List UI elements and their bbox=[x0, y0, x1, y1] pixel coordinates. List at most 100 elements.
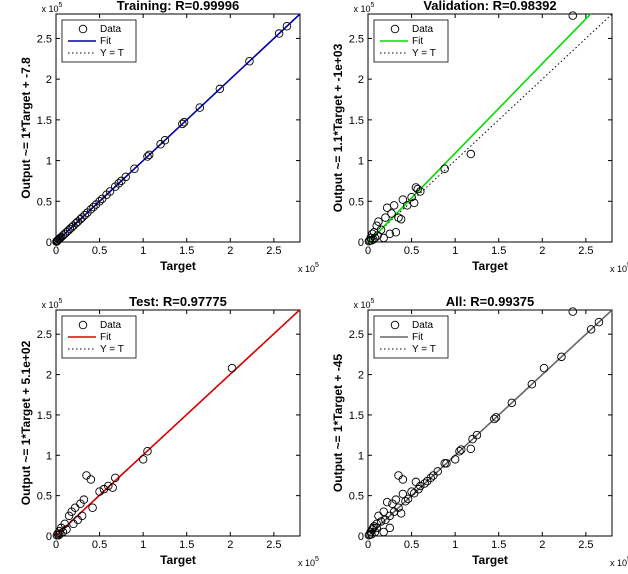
y-tick-label: 0 bbox=[358, 531, 364, 543]
y-exponent-label: x 105 bbox=[354, 2, 375, 14]
y-exponent-label: x 105 bbox=[42, 298, 63, 310]
y-tick-label: 0.5 bbox=[349, 196, 364, 208]
x-tick-label: 2 bbox=[227, 245, 233, 257]
data-point bbox=[143, 447, 152, 456]
legend-box bbox=[61, 19, 137, 63]
data-point bbox=[379, 507, 388, 517]
data-point bbox=[95, 197, 104, 206]
y-exponent-base: x 10 bbox=[354, 4, 371, 14]
data-point bbox=[466, 149, 476, 159]
panel-4: All: R=0.99375 0 0.5 1 1.5 2 2.5 0 0.5 1 1.5 2 2.5 x … bbox=[331, 294, 628, 568]
x-tick-label: 1.5 bbox=[491, 245, 506, 257]
y-tick-label: 2 bbox=[46, 74, 52, 86]
x-tick-label: 1 bbox=[452, 539, 458, 551]
data-point bbox=[527, 380, 537, 389]
data-point bbox=[433, 467, 442, 476]
x-exponent-label: x 105 bbox=[298, 262, 319, 274]
x-tick-label: 1.5 bbox=[179, 245, 194, 257]
y-exponent-base: x 10 bbox=[354, 300, 371, 310]
data-point bbox=[472, 430, 482, 440]
data-point bbox=[387, 209, 396, 218]
y-tick-label: 1 bbox=[358, 450, 364, 462]
x-tick-label: 0.5 bbox=[404, 539, 419, 551]
data-point bbox=[398, 195, 408, 204]
x-tick-label: 0.5 bbox=[92, 245, 107, 257]
y-tick-label: 1 bbox=[46, 450, 52, 462]
legend-data-label: Data bbox=[100, 24, 122, 35]
legend-data-marker bbox=[78, 24, 88, 34]
x-tick-label: 2 bbox=[227, 539, 233, 551]
data-point bbox=[121, 172, 130, 182]
y-axis-label: Output ~= 1.1*Target + -1e+03 bbox=[331, 43, 345, 212]
y-tick-label: 1.5 bbox=[349, 115, 364, 127]
data-point bbox=[88, 503, 97, 513]
y-tick-label: 2.5 bbox=[349, 33, 364, 45]
data-point bbox=[594, 317, 604, 327]
data-point bbox=[374, 511, 383, 521]
data-point bbox=[144, 150, 154, 160]
data-point bbox=[389, 201, 399, 210]
data-point bbox=[114, 179, 123, 188]
data-point bbox=[385, 523, 395, 533]
chart-title: Training: R=0.99996 bbox=[117, 0, 239, 13]
data-point bbox=[143, 152, 152, 161]
data-point bbox=[586, 325, 596, 334]
y-axis-label: Output ~= 1*Target + 5.1e+02 bbox=[19, 340, 33, 505]
data-point bbox=[54, 530, 63, 540]
data-point bbox=[370, 527, 380, 537]
panel-3: Test: R=0.97775 0 0.5 1 1.5 2 2.5 0 0.5 1 1.5 2 2.5 x… bbox=[19, 294, 319, 568]
data-point bbox=[442, 459, 451, 468]
data-point bbox=[274, 29, 284, 38]
y-exponent-label: x 105 bbox=[42, 2, 63, 14]
legend-data-label: Data bbox=[412, 320, 434, 331]
y-tick-label: 2 bbox=[358, 74, 364, 86]
data-point bbox=[227, 363, 237, 373]
data-point bbox=[372, 519, 381, 529]
chart-title: All: R=0.99375 bbox=[446, 294, 535, 309]
data-point bbox=[539, 363, 549, 373]
data-point bbox=[86, 475, 96, 484]
x-tick-label: 2.5 bbox=[266, 245, 281, 257]
data-point bbox=[111, 473, 120, 483]
chart-title: Validation: R=0.98392 bbox=[423, 0, 556, 13]
x-exponent-base: x 10 bbox=[610, 558, 627, 568]
data-point bbox=[179, 118, 189, 127]
data-point bbox=[379, 527, 388, 537]
data-point bbox=[507, 398, 517, 408]
y-tick-label: 1.5 bbox=[37, 410, 52, 422]
data-point bbox=[416, 187, 425, 196]
data-point bbox=[401, 497, 410, 506]
data-point bbox=[394, 503, 403, 513]
x-exponent-base: x 10 bbox=[298, 558, 315, 568]
data-point bbox=[215, 84, 225, 94]
data-point bbox=[138, 455, 148, 464]
data-point bbox=[178, 119, 187, 129]
data-point bbox=[403, 494, 413, 504]
y-exponent-base: x 10 bbox=[42, 4, 59, 14]
legend-data-marker bbox=[390, 24, 400, 34]
x-tick-label: 2.5 bbox=[578, 245, 593, 257]
data-point bbox=[391, 227, 401, 237]
y-tick-label: 0.5 bbox=[37, 491, 52, 503]
data-point bbox=[79, 495, 89, 504]
data-point bbox=[557, 352, 566, 362]
data-point bbox=[99, 484, 109, 494]
x-exponent-label: x 105 bbox=[610, 262, 628, 274]
x-tick-label: 0 bbox=[53, 539, 59, 551]
data-point bbox=[407, 192, 416, 202]
data-point bbox=[372, 523, 381, 533]
legend-fit-label: Fit bbox=[412, 332, 423, 343]
y-tick-label: 0.5 bbox=[37, 196, 52, 208]
legend-identity-label: Y = T bbox=[412, 48, 436, 59]
data-point bbox=[86, 205, 96, 214]
data-point bbox=[56, 529, 65, 538]
data-point bbox=[382, 497, 392, 507]
y-tick-label: 0 bbox=[46, 531, 52, 543]
y-axis-label: Output ~= 1*Target + -45 bbox=[331, 354, 345, 492]
y-tick-label: 0.5 bbox=[349, 491, 364, 503]
data-point bbox=[568, 307, 578, 316]
data-point bbox=[108, 483, 117, 492]
data-point bbox=[160, 135, 170, 145]
data-point bbox=[440, 164, 449, 173]
data-point bbox=[379, 233, 388, 243]
